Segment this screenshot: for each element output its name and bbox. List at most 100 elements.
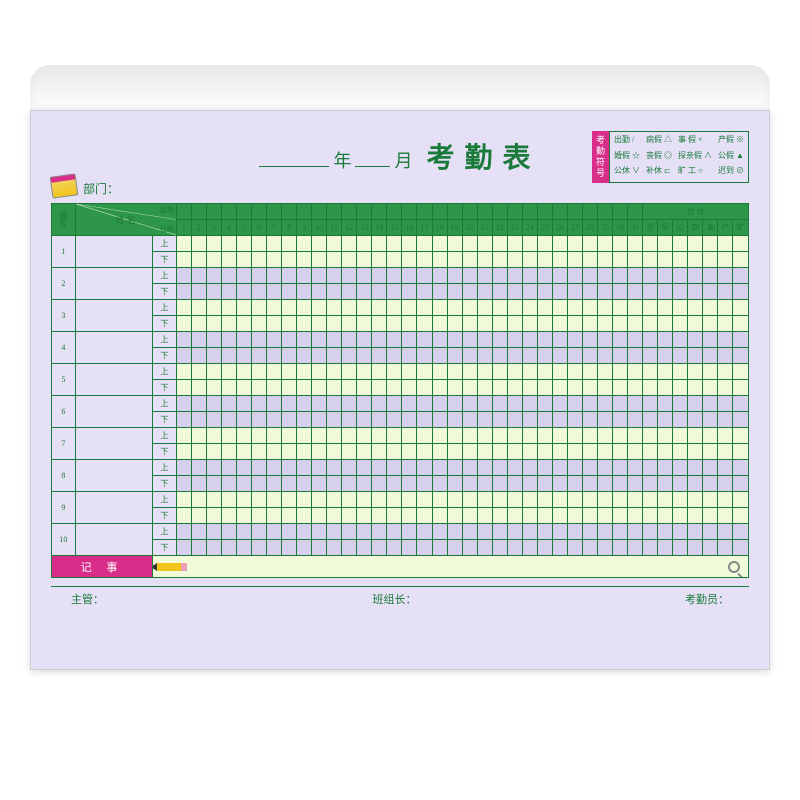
attendance-cell[interactable] [342,524,357,540]
attendance-cell[interactable] [522,332,537,348]
attendance-cell[interactable] [447,396,462,412]
attendance-cell[interactable] [387,396,402,412]
attendance-cell[interactable] [613,524,628,540]
attendance-cell[interactable] [297,236,312,252]
attendance-cell[interactable] [221,252,236,268]
attendance-cell[interactable] [733,412,749,428]
attendance-cell[interactable] [718,268,733,284]
attendance-cell[interactable] [673,380,688,396]
attendance-cell[interactable] [733,316,749,332]
attendance-cell[interactable] [387,460,402,476]
attendance-cell[interactable] [251,540,266,556]
attendance-cell[interactable] [176,476,191,492]
attendance-cell[interactable] [658,348,673,364]
attendance-cell[interactable] [703,412,718,428]
attendance-cell[interactable] [567,428,582,444]
attendance-cell[interactable] [221,476,236,492]
attendance-cell[interactable] [507,476,522,492]
attendance-cell[interactable] [537,364,552,380]
attendance-cell[interactable] [477,236,492,252]
attendance-cell[interactable] [567,300,582,316]
attendance-cell[interactable] [357,364,372,380]
attendance-cell[interactable] [176,268,191,284]
attendance-cell[interactable] [206,364,221,380]
attendance-cell[interactable] [658,316,673,332]
attendance-cell[interactable] [191,492,206,508]
attendance-cell[interactable] [598,396,613,412]
attendance-cell[interactable] [492,540,507,556]
attendance-cell[interactable] [492,236,507,252]
attendance-cell[interactable] [658,268,673,284]
attendance-cell[interactable] [221,284,236,300]
attendance-cell[interactable] [282,380,297,396]
attendance-cell[interactable] [357,540,372,556]
attendance-cell[interactable] [176,396,191,412]
attendance-cell[interactable] [522,316,537,332]
attendance-cell[interactable] [477,412,492,428]
attendance-cell[interactable] [688,540,703,556]
attendance-cell[interactable] [613,332,628,348]
attendance-cell[interactable] [282,396,297,412]
attendance-cell[interactable] [522,396,537,412]
attendance-cell[interactable] [251,284,266,300]
attendance-cell[interactable] [552,476,567,492]
attendance-cell[interactable] [492,364,507,380]
attendance-cell[interactable] [251,268,266,284]
attendance-cell[interactable] [522,380,537,396]
attendance-cell[interactable] [251,252,266,268]
attendance-cell[interactable] [583,460,598,476]
attendance-cell[interactable] [251,396,266,412]
attendance-cell[interactable] [643,236,658,252]
attendance-cell[interactable] [206,508,221,524]
attendance-cell[interactable] [282,348,297,364]
attendance-cell[interactable] [598,428,613,444]
attendance-cell[interactable] [507,444,522,460]
attendance-cell[interactable] [267,460,282,476]
attendance-cell[interactable] [176,300,191,316]
attendance-cell[interactable] [402,508,417,524]
attendance-cell[interactable] [312,236,327,252]
attendance-cell[interactable] [372,380,387,396]
attendance-cell[interactable] [387,284,402,300]
attendance-cell[interactable] [613,460,628,476]
attendance-cell[interactable] [282,460,297,476]
attendance-cell[interactable] [552,412,567,428]
attendance-cell[interactable] [432,444,447,460]
attendance-cell[interactable] [628,444,643,460]
attendance-cell[interactable] [417,332,432,348]
attendance-cell[interactable] [567,268,582,284]
attendance-cell[interactable] [628,460,643,476]
attendance-cell[interactable] [176,348,191,364]
attendance-cell[interactable] [477,268,492,284]
attendance-cell[interactable] [583,348,598,364]
attendance-cell[interactable] [312,540,327,556]
attendance-cell[interactable] [221,460,236,476]
attendance-cell[interactable] [658,476,673,492]
attendance-cell[interactable] [282,492,297,508]
attendance-cell[interactable] [282,540,297,556]
attendance-cell[interactable] [387,508,402,524]
attendance-cell[interactable] [598,412,613,428]
attendance-cell[interactable] [733,540,749,556]
attendance-cell[interactable] [402,332,417,348]
attendance-cell[interactable] [552,252,567,268]
attendance-cell[interactable] [297,444,312,460]
attendance-cell[interactable] [417,236,432,252]
attendance-cell[interactable] [507,492,522,508]
attendance-cell[interactable] [507,508,522,524]
attendance-cell[interactable] [552,236,567,252]
attendance-cell[interactable] [387,348,402,364]
attendance-cell[interactable] [191,332,206,348]
attendance-cell[interactable] [583,428,598,444]
attendance-cell[interactable] [402,268,417,284]
attendance-cell[interactable] [176,428,191,444]
attendance-cell[interactable] [297,380,312,396]
attendance-cell[interactable] [236,540,251,556]
attendance-cell[interactable] [628,476,643,492]
attendance-cell[interactable] [598,380,613,396]
attendance-cell[interactable] [552,428,567,444]
attendance-cell[interactable] [417,524,432,540]
attendance-cell[interactable] [658,300,673,316]
attendance-cell[interactable] [507,332,522,348]
attendance-cell[interactable] [236,252,251,268]
